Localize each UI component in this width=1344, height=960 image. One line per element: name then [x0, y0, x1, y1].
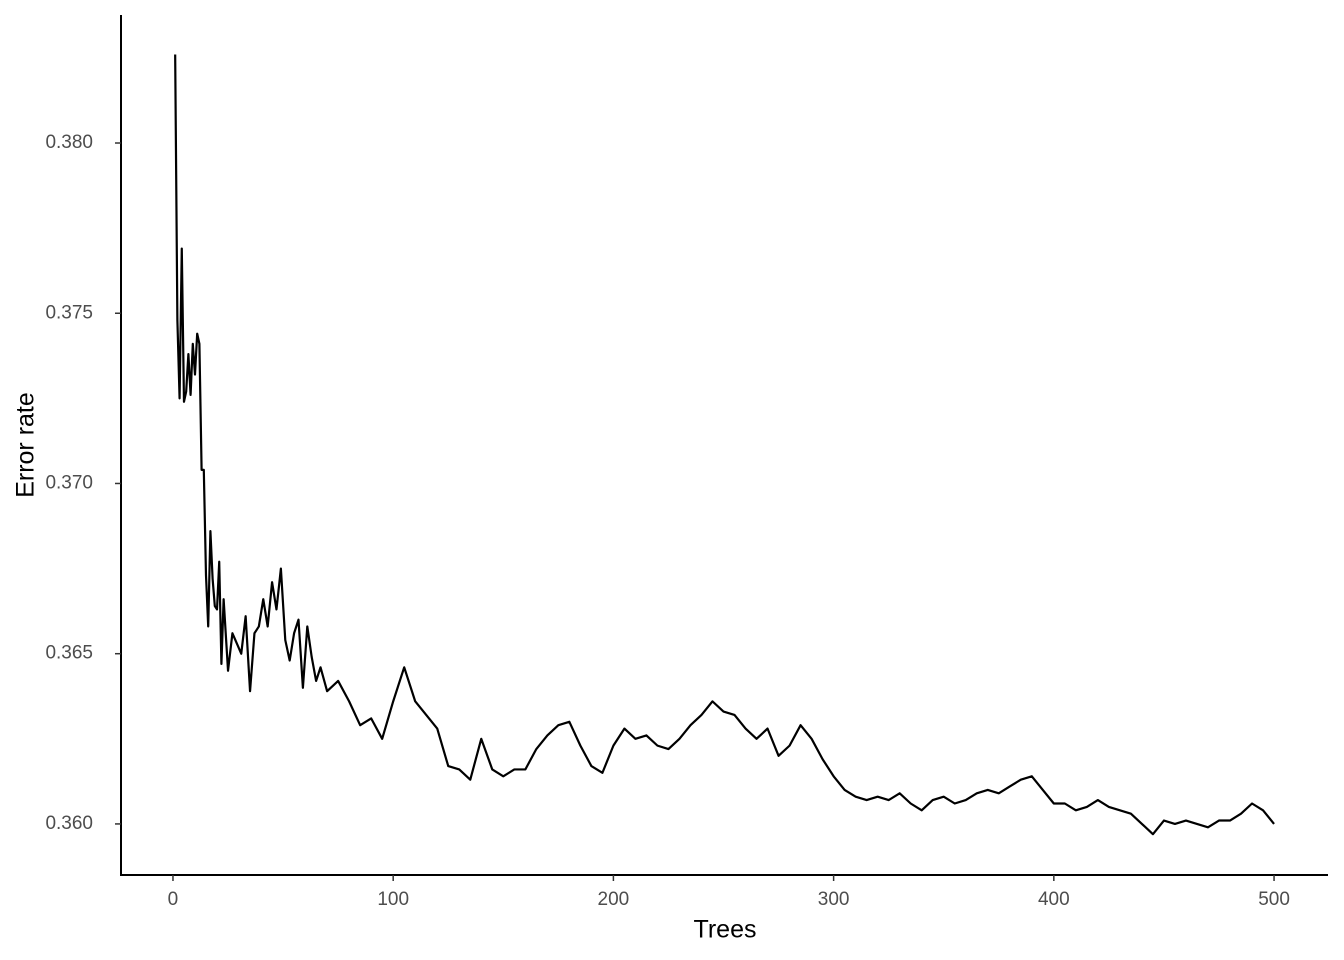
y-tick-label: 0.375 [45, 302, 93, 323]
y-axis-title: Error rate [12, 392, 40, 498]
x-tick-label: 200 [598, 889, 630, 910]
y-tick-label: 0.365 [45, 643, 93, 664]
y-tick-label: 0.360 [45, 813, 93, 834]
y-tick-label: 0.380 [45, 132, 93, 153]
x-tick-label: 300 [818, 889, 850, 910]
x-tick-label: 400 [1038, 889, 1070, 910]
x-tick-label: 0 [168, 889, 179, 910]
x-tick-label: 100 [377, 889, 409, 910]
x-tick-label: 500 [1258, 889, 1290, 910]
x-axis-title: Trees [694, 916, 757, 944]
y-tick-label: 0.370 [45, 472, 93, 493]
line [174, 54, 1275, 836]
